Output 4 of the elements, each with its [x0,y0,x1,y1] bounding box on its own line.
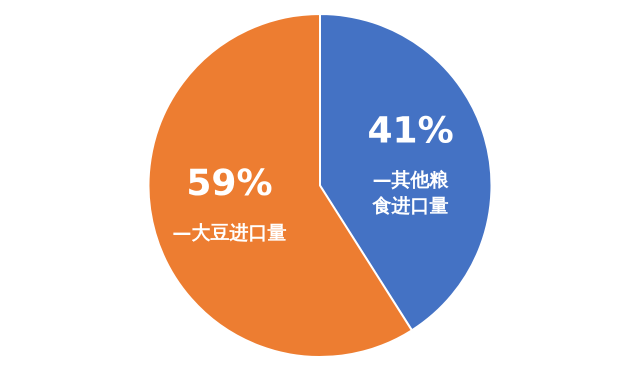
data-label: 59% [186,163,273,204]
slice-label: —其他粮食进口量 [372,169,450,218]
slice-label: —大豆进口量 [172,222,286,244]
data-label: 41% [367,110,454,152]
